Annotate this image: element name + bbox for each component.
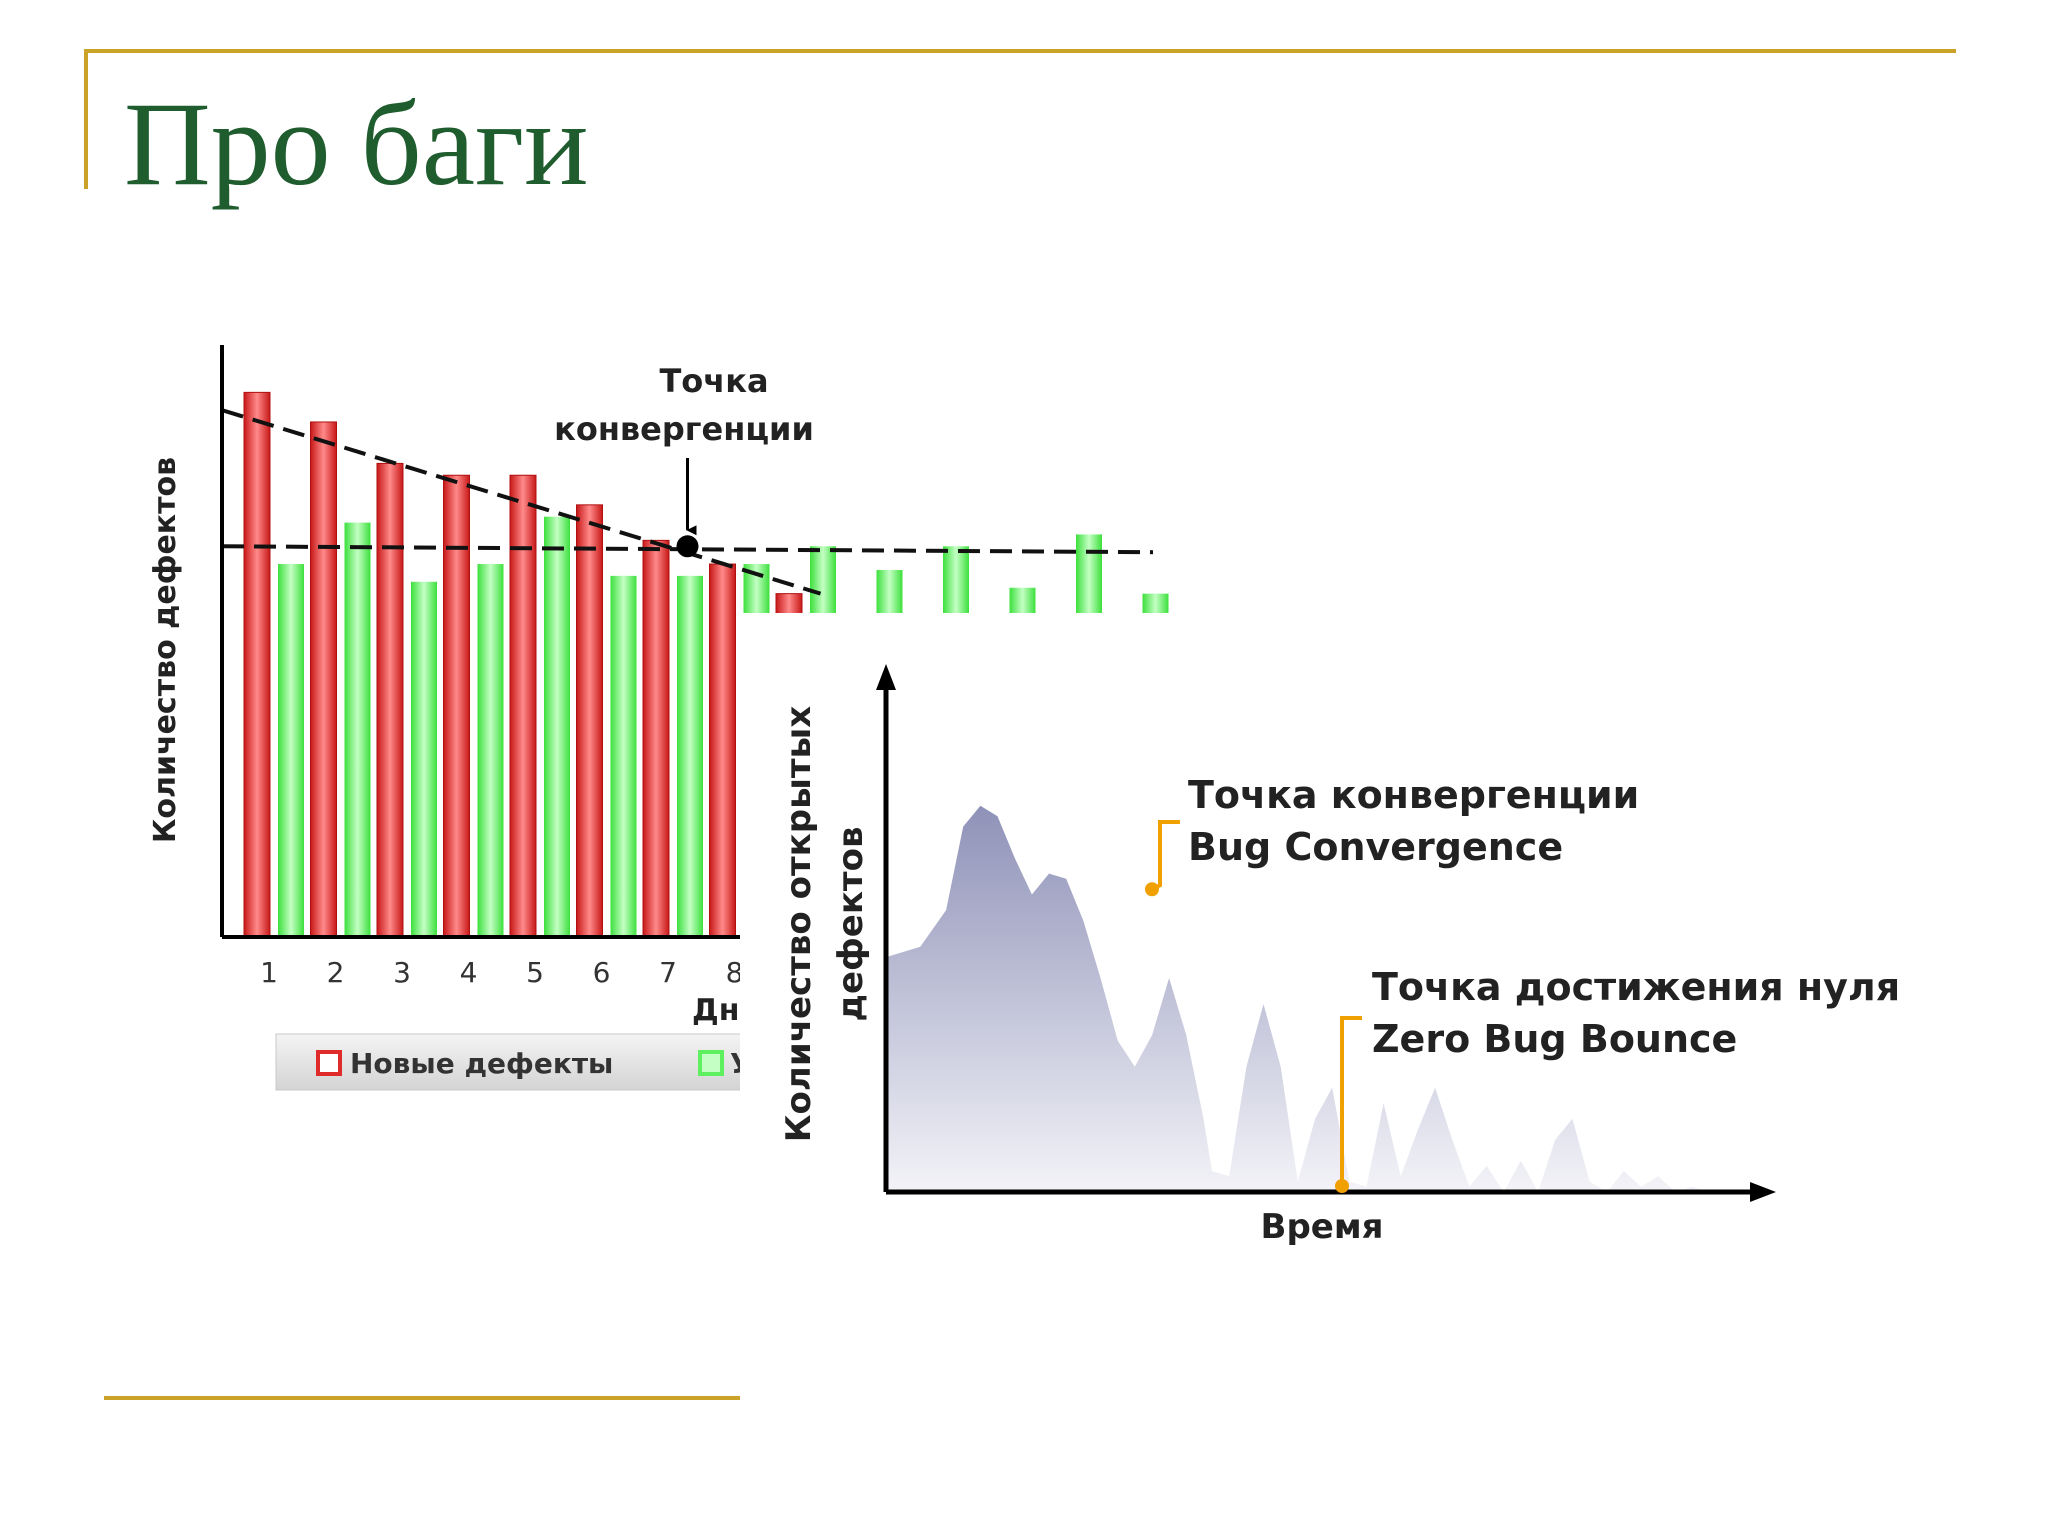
bar-chart-tick-label: 5 [526,956,544,989]
bar-new-defects-8 [709,563,736,938]
area-chart-y-axis-arrow [876,664,896,690]
convergence-annotation-line-1: Точка [659,362,768,400]
zero-bug-bounce-label-ru: Точка достижения нуля [1372,965,1900,1009]
bar-chart-tick-label: 7 [659,956,677,989]
bug-convergence-point [1144,882,1159,897]
bar-new-defects-5 [509,474,537,938]
bar-fixed-defects-4 [477,564,504,937]
bar-chart-legend [275,1033,757,1091]
bar-chart-y-axis-label: Количество дефектов [148,457,183,843]
area-chart-y-axis-label-line-1: Количество открытых [779,706,819,1143]
bug-convergence-label-en: Bug Convergence [1188,825,1563,869]
bar-new-defects-1 [243,391,271,938]
trend-line-1 [221,408,822,596]
zero-bug-bounce-label-en: Zero Bug Bounce [1372,1017,1737,1061]
bar-fixed-defects-6 [610,575,637,937]
bar-new-defects-6 [576,504,603,938]
bar-chart-tick-label: 1 [260,956,278,989]
area-chart-y-axis-label-line-2: дефектов [831,827,871,1022]
legend-swatch-new-defects [316,1050,342,1076]
open-defects-area [886,805,1744,1192]
bar-fixed-defects-3 [411,581,437,937]
bar-fixed-defects-1 [278,564,304,937]
convergence-annotation-line-2: конвергенции [554,410,814,448]
bar-chart-tick-label: 2 [327,956,345,989]
bar-fixed-defects-7 [677,575,703,937]
zero-bug-bounce-point [1335,1179,1349,1193]
bar-new-defects-7 [642,539,670,938]
legend-label-new-defects: Новые дефекты [350,1047,613,1080]
bar-new-defects-4 [443,474,470,938]
bar-chart-tick-label: 3 [393,956,411,989]
bar-new-defects-2 [310,421,337,938]
convergence-point [676,535,699,558]
area-chart-x-axis-label: Время [1261,1207,1384,1247]
legend-swatch-fixed-defects [698,1050,724,1076]
zero-bug-bounce-bracket [1340,1016,1362,1186]
open-defects-area-chart: Время Количество открытых дефектов Точка ко… [779,664,1900,1247]
area-chart-x-axis-arrow [1750,1182,1776,1202]
top-accent-line [84,49,1956,53]
bar-chart-tick-label: 4 [460,956,478,989]
bar-fixed-defects-5 [544,516,570,937]
slide-title: Про баги [124,77,589,210]
bar-chart-tick-label: 8 [726,956,744,989]
left-accent-line [84,49,88,189]
bar-fixed-defects-2 [344,522,371,937]
bar-new-defects-3 [376,462,404,938]
bug-convergence-label-ru: Точка конвергенции [1188,773,1639,817]
bar-chart-tick-label: 6 [593,956,611,989]
